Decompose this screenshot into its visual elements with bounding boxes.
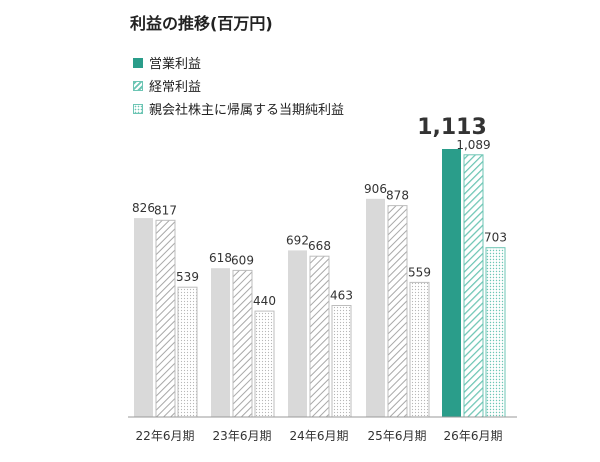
chart-legend: 営業利益 経常利益 親会社株主に帰属する当期純利益 xyxy=(133,52,344,121)
bar-net-income xyxy=(485,247,506,418)
data-label: 618 xyxy=(209,251,232,265)
bar-ordinary-profit xyxy=(309,255,330,418)
bar-net-income xyxy=(331,305,352,418)
data-label: 692 xyxy=(286,233,309,247)
legend-item-operating-profit: 営業利益 xyxy=(133,52,344,73)
legend-item-ordinary-profit: 経常利益 xyxy=(133,75,344,96)
data-label: 668 xyxy=(308,239,331,253)
bar-ordinary-profit xyxy=(232,269,253,418)
legend-swatch-solid xyxy=(133,57,143,68)
data-label: 1,089 xyxy=(456,138,490,152)
data-label: 878 xyxy=(386,189,409,203)
bar-operating-profit xyxy=(442,149,461,417)
bar-ordinary-profit xyxy=(155,219,176,418)
bar-operating-profit xyxy=(134,218,153,417)
legend-swatch-dotted xyxy=(133,103,143,114)
bar-net-income xyxy=(177,286,198,418)
bar-operating-profit xyxy=(366,198,385,417)
legend-label: 経常利益 xyxy=(149,80,202,95)
chart-title: 利益の推移(百万円) xyxy=(130,14,273,33)
legend-label: 営業利益 xyxy=(149,57,202,72)
bar-ordinary-profit xyxy=(463,154,484,418)
legend-item-net-income: 親会社株主に帰属する当期純利益 xyxy=(133,98,344,119)
data-label: 539 xyxy=(176,270,199,284)
x-tick-label: 26年6月期 xyxy=(444,429,503,443)
x-tick-label: 22年6月期 xyxy=(136,429,195,443)
data-label: 703 xyxy=(484,231,507,245)
data-label: 609 xyxy=(231,253,254,267)
data-label: 826 xyxy=(132,201,155,215)
data-label: 559 xyxy=(408,265,431,279)
data-label: 817 xyxy=(154,203,177,217)
data-label: 1,113 xyxy=(417,115,487,140)
data-label: 906 xyxy=(364,182,387,196)
data-label: 440 xyxy=(253,294,276,308)
x-tick-label: 24年6月期 xyxy=(290,429,349,443)
x-tick-label: 25年6月期 xyxy=(368,429,427,443)
x-tick-label: 23年6月期 xyxy=(213,429,272,443)
data-label: 463 xyxy=(330,289,353,303)
legend-label: 親会社株主に帰属する当期純利益 xyxy=(149,103,345,118)
legend-swatch-hatched xyxy=(133,80,143,91)
bar-operating-profit xyxy=(288,250,307,417)
bar-net-income xyxy=(409,281,430,418)
bar-ordinary-profit xyxy=(387,205,408,418)
bar-net-income xyxy=(254,310,275,418)
bar-operating-profit xyxy=(211,268,230,417)
